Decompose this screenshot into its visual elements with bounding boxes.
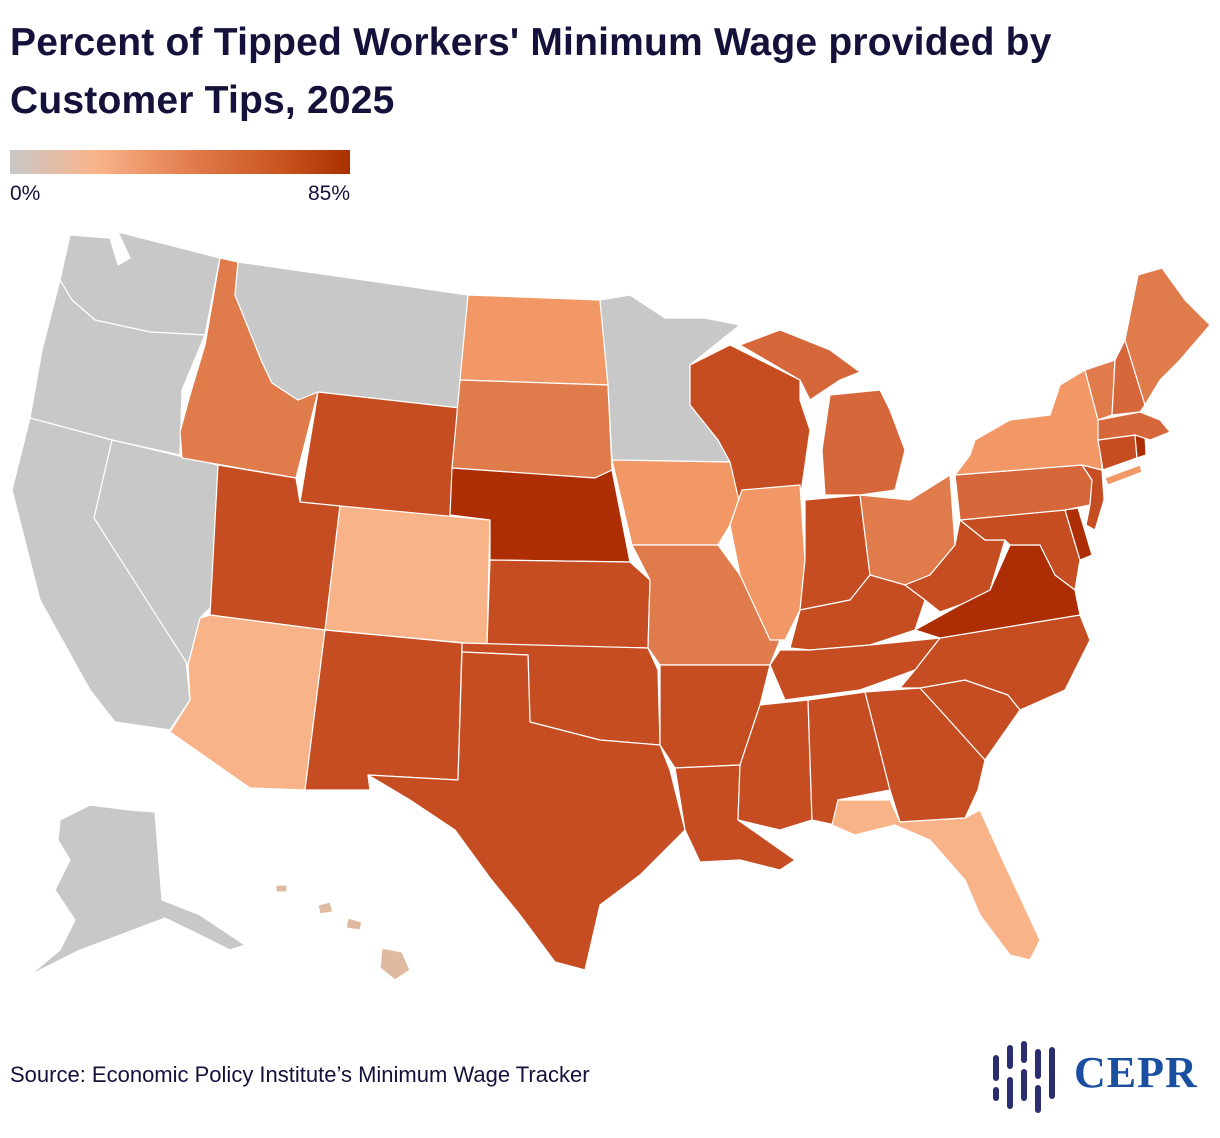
state-hawaii bbox=[275, 884, 411, 981]
state-new-jersey bbox=[1081, 464, 1105, 531]
state-florida bbox=[831, 799, 1041, 961]
state-connecticut bbox=[1097, 434, 1138, 471]
legend-color-bar bbox=[10, 150, 350, 174]
chart-title: Percent of Tipped Workers' Minimum Wage … bbox=[10, 21, 1052, 122]
state-colorado bbox=[324, 505, 491, 646]
state-kansas bbox=[486, 559, 651, 649]
state-new-mexico bbox=[304, 629, 463, 791]
state-south-dakota bbox=[451, 379, 613, 479]
state-michigan bbox=[739, 329, 906, 496]
state-iowa bbox=[611, 459, 743, 546]
state-north-dakota bbox=[459, 294, 609, 386]
state-wisconsin bbox=[689, 344, 811, 506]
source-note: Source: Economic Policy Institute’s Mini… bbox=[10, 1062, 590, 1087]
state-maine bbox=[1124, 267, 1211, 406]
state-texas bbox=[367, 651, 686, 971]
state-kentucky bbox=[789, 574, 926, 651]
state-massachusetts bbox=[1097, 411, 1171, 441]
state-new-hampshire bbox=[1111, 339, 1146, 416]
cepr-logo-text: CEPR bbox=[1074, 1048, 1198, 1097]
state-oregon bbox=[29, 279, 206, 456]
legend-max-label: 85% bbox=[307, 182, 350, 205]
cepr-logo-mark bbox=[993, 1041, 1055, 1113]
legend-min-label: 0% bbox=[10, 182, 41, 205]
state-alaska bbox=[29, 804, 246, 976]
state-wyoming bbox=[299, 391, 461, 519]
state-illinois bbox=[729, 484, 806, 641]
us-choropleth-map bbox=[11, 231, 1211, 981]
